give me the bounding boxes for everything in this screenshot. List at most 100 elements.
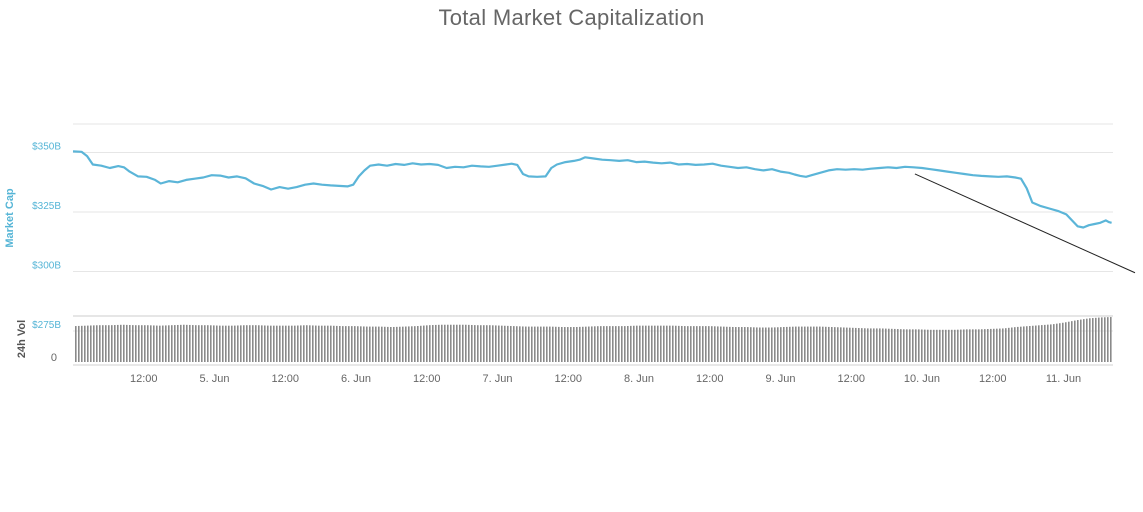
- volume-bar: [840, 327, 842, 362]
- trendline: [914, 173, 1136, 274]
- volume-bar: [327, 325, 329, 362]
- y-tick-label: $275B: [32, 320, 61, 331]
- x-axis-ticks: 12:00 5. Jun 12:00 6. Jun 12:00 7. Jun 12:00 8.…: [130, 373, 1081, 385]
- volume-bar: [300, 325, 302, 362]
- volume-bar: [204, 325, 206, 362]
- volume-bar: [111, 325, 113, 362]
- volume-bar: [909, 329, 911, 362]
- volume-bar: [855, 327, 857, 362]
- volume-bar: [405, 326, 407, 362]
- volume-bar: [177, 324, 179, 362]
- y-axis-ticks: $350B $325B $300B $275B: [32, 142, 61, 332]
- volume-bar: [165, 325, 167, 362]
- volume-bar: [957, 329, 959, 362]
- volume-bar: [927, 329, 929, 362]
- volume-bar: [798, 326, 800, 362]
- volume-bar: [237, 325, 239, 362]
- volume-bar: [516, 326, 518, 362]
- volume-bar: [408, 326, 410, 362]
- volume-bar: [288, 325, 290, 362]
- grid-lines: [73, 123, 1113, 366]
- volume-bar: [1035, 325, 1037, 362]
- volume-bar: [1041, 325, 1043, 362]
- volume-bar: [81, 325, 83, 362]
- x-tick-label: 11. Jun: [1046, 373, 1081, 385]
- volume-bar: [252, 325, 254, 362]
- volume-bar: [768, 327, 770, 362]
- volume-bar: [303, 325, 305, 362]
- volume-bar: [432, 325, 434, 362]
- volume-bar: [1065, 322, 1067, 362]
- volume-bar: [675, 325, 677, 362]
- volume-bar: [891, 328, 893, 362]
- y-tick-label: $325B: [32, 201, 61, 212]
- volume-bar: [390, 326, 392, 362]
- volume-bar: [549, 326, 551, 362]
- volume-bar: [846, 327, 848, 362]
- volume-bar: [420, 325, 422, 362]
- volume-bar: [381, 326, 383, 362]
- volume-bar: [369, 326, 371, 362]
- volume-bar: [399, 326, 401, 362]
- volume-bar: [609, 326, 611, 362]
- volume-bars: [75, 317, 1112, 362]
- volume-bar: [720, 326, 722, 362]
- volume-bar: [96, 325, 98, 362]
- volume-bar: [885, 328, 887, 362]
- volume-bar: [987, 329, 989, 362]
- volume-bar: [102, 325, 104, 362]
- volume-bar: [456, 324, 458, 362]
- volume-bar: [159, 325, 161, 362]
- volume-bar: [558, 326, 560, 362]
- volume-bar: [639, 325, 641, 362]
- volume-bar: [618, 326, 620, 362]
- volume-bar: [1098, 317, 1100, 362]
- volume-bar: [912, 329, 914, 362]
- volume-bar: [393, 326, 395, 362]
- volume-bar: [807, 326, 809, 362]
- volume-bar: [849, 327, 851, 362]
- volume-bar: [624, 326, 626, 362]
- volume-bar: [1104, 317, 1106, 362]
- volume-bar: [222, 325, 224, 362]
- volume-bar: [1092, 318, 1094, 362]
- volume-bar: [777, 327, 779, 362]
- volume-bar: [555, 326, 557, 362]
- x-tick-label: 10. Jun: [904, 373, 940, 385]
- volume-bar: [138, 325, 140, 362]
- volume-bar: [348, 326, 350, 362]
- volume-bar: [831, 327, 833, 362]
- volume-bar: [834, 327, 836, 362]
- volume-bar: [429, 325, 431, 362]
- volume-bar: [396, 326, 398, 362]
- volume-bar: [477, 325, 479, 362]
- volume-bar: [282, 325, 284, 362]
- volume-bar: [225, 325, 227, 362]
- volume-bar: [663, 325, 665, 362]
- volume-bar: [426, 325, 428, 362]
- volume-bar: [273, 325, 275, 362]
- volume-bar: [687, 326, 689, 362]
- volume-bar: [297, 325, 299, 362]
- volume-bar: [684, 326, 686, 362]
- volume-bar: [156, 325, 158, 362]
- volume-bar: [945, 329, 947, 362]
- volume-bar: [336, 325, 338, 362]
- volume-bar: [240, 325, 242, 362]
- volume-bar: [525, 326, 527, 362]
- volume-bar: [1005, 328, 1007, 362]
- volume-bar: [492, 325, 494, 362]
- volume-bar: [1047, 324, 1049, 362]
- volume-bar: [645, 325, 647, 362]
- volume-bar: [1050, 324, 1052, 362]
- volume-bar: [234, 325, 236, 362]
- volume-bar: [1068, 321, 1070, 362]
- volume-bar: [99, 325, 101, 362]
- volume-bar: [438, 324, 440, 362]
- volume-bar: [960, 329, 962, 362]
- volume-bar: [804, 326, 806, 362]
- volume-bar: [123, 324, 125, 362]
- volume-bar: [654, 325, 656, 362]
- volume-bar: [924, 329, 926, 362]
- volume-bar: [360, 326, 362, 362]
